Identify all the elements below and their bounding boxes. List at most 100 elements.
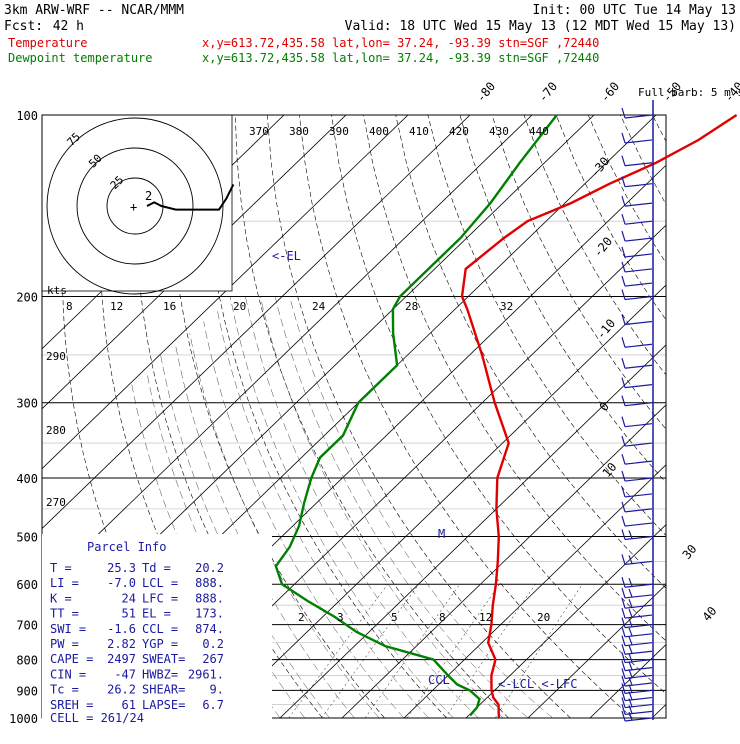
- parcel-key: SHEAR=: [142, 683, 185, 697]
- isotherm: [342, 115, 740, 718]
- isotherm: [404, 115, 740, 718]
- wind-barb-flag: [622, 196, 625, 206]
- parcel-value: -1.6: [107, 622, 136, 636]
- isotherm-label: 0: [597, 399, 612, 414]
- isotherm: [466, 115, 740, 718]
- wind-barb-flag: [622, 231, 625, 241]
- mixing-ratio-label: 20: [233, 300, 246, 313]
- pressure-label: 200: [16, 291, 38, 305]
- parcel-value: 173.: [195, 607, 224, 621]
- hodograph-start: 2: [145, 189, 152, 203]
- pressure-label: 600: [16, 578, 38, 592]
- wind-barb: [622, 133, 652, 143]
- parcel-value: 61: [122, 698, 136, 712]
- wind-barb: [622, 529, 652, 539]
- theta-label: 290: [46, 350, 66, 363]
- mixing-ratio-line: [407, 584, 499, 718]
- legend-dewpoint-info: x,y=613.72,435.58 lat,lon= 37.24, -93.39…: [202, 51, 599, 65]
- wind-barb: [622, 231, 652, 241]
- marker-label: CCL: [428, 673, 450, 687]
- dry-adiabat: [428, 115, 740, 718]
- theta-label: 370: [249, 125, 269, 138]
- mixing-ratio-label: 8: [439, 611, 446, 624]
- parcel-value: 874.: [195, 622, 224, 636]
- pressure-label: 500: [16, 530, 38, 544]
- wind-barb-shaft: [625, 443, 652, 446]
- wind-barb-flag: [622, 156, 625, 166]
- wind-barb: [622, 487, 652, 497]
- parcel-value: 2.82: [107, 637, 136, 651]
- parcel-key: SREH =: [50, 698, 93, 712]
- marker-label: <-LCL <-LFC: [498, 677, 577, 691]
- parcel-value: 20.2: [195, 561, 224, 575]
- wind-barb-shaft: [625, 344, 652, 347]
- wind-barb-flag: [622, 214, 625, 224]
- parcel-key: CAPE =: [50, 652, 93, 666]
- wind-barb-flag: [629, 530, 632, 538]
- wind-barb: [622, 436, 652, 446]
- wind-barb-flag: [629, 555, 632, 563]
- wind-barb-shaft: [625, 321, 652, 324]
- mixing-ratio-label: 24: [312, 300, 326, 313]
- wind-barb-flag: [629, 578, 632, 586]
- pressure-label: 300: [16, 397, 38, 411]
- parcel-key: CIN =: [50, 667, 86, 681]
- dry-adiabat: [620, 115, 740, 718]
- wind-barb-flag: [622, 133, 625, 143]
- wind-barb: [622, 156, 652, 166]
- wind-barb-flag: [622, 417, 625, 427]
- parcel-value: 51: [122, 607, 136, 621]
- isotherm-label: -80: [474, 79, 499, 105]
- mixing-ratio-label: 16: [163, 300, 176, 313]
- parcel-key: SWEAT=: [142, 652, 185, 666]
- parcel-value: 2961.: [188, 667, 224, 681]
- wind-barb-shaft: [625, 203, 652, 206]
- dry-adiabat: [460, 115, 740, 718]
- parcel-key: K =: [50, 591, 72, 605]
- wind-barb: [622, 598, 652, 608]
- wind-barb-flag: [622, 454, 625, 464]
- parcel-key: TT =: [50, 607, 79, 621]
- wind-barb-shaft: [625, 385, 652, 388]
- parcel-value: 25.3: [107, 561, 136, 575]
- wind-barb-shaft: [625, 595, 652, 598]
- pressure-label: 1000: [9, 712, 38, 726]
- wind-barb-flag: [622, 627, 625, 637]
- fcst-value: 42 h: [53, 19, 84, 34]
- theta-label: 280: [46, 424, 66, 437]
- moist-adiabat: [275, 297, 528, 719]
- mixing-ratio-label: 32: [500, 300, 513, 313]
- mixing-ratio-label: 12: [110, 300, 123, 313]
- mixing-ratio-line: [495, 584, 582, 718]
- wind-barb-shaft: [625, 283, 652, 286]
- parcel-key: YGP =: [142, 637, 178, 651]
- theta-label: 420: [449, 125, 469, 138]
- isotherm-label: -60: [598, 79, 623, 105]
- isotherm-label: -70: [536, 79, 561, 105]
- wind-barb-flag: [629, 645, 632, 653]
- wind-barb-flag: [622, 471, 625, 481]
- parcel-value: -7.0: [107, 576, 136, 590]
- legend-temperature-info: x,y=613.72,435.58 lat,lon= 37.24, -93.39…: [202, 36, 599, 50]
- parcel-key: HWBZ=: [142, 667, 178, 681]
- wind-barb-shaft: [625, 269, 652, 272]
- wind-barb-shaft: [625, 643, 652, 646]
- wind-barb-shaft: [625, 561, 652, 564]
- parcel-key: T =: [50, 561, 72, 575]
- wind-barb-flag: [622, 108, 625, 118]
- wind-barb-flag: [629, 637, 632, 645]
- wind-barb-flag: [622, 436, 625, 446]
- wind-barb-shaft: [625, 238, 652, 241]
- init-time: Init: 00 UTC Tue 14 May 13: [533, 3, 737, 18]
- theta-label: 270: [46, 496, 66, 509]
- pressure-label: 400: [16, 472, 38, 486]
- mixing-ratio-label: 12: [479, 611, 492, 624]
- wind-barb: [622, 627, 652, 637]
- wind-barb: [622, 108, 652, 118]
- pressure-label: 700: [16, 619, 38, 633]
- wind-barb-flag: [622, 290, 625, 300]
- wind-barbs: Full barb: 5 m s: [622, 86, 740, 721]
- wind-barb-flag: [629, 654, 632, 662]
- parcel-key: PW =: [50, 637, 79, 651]
